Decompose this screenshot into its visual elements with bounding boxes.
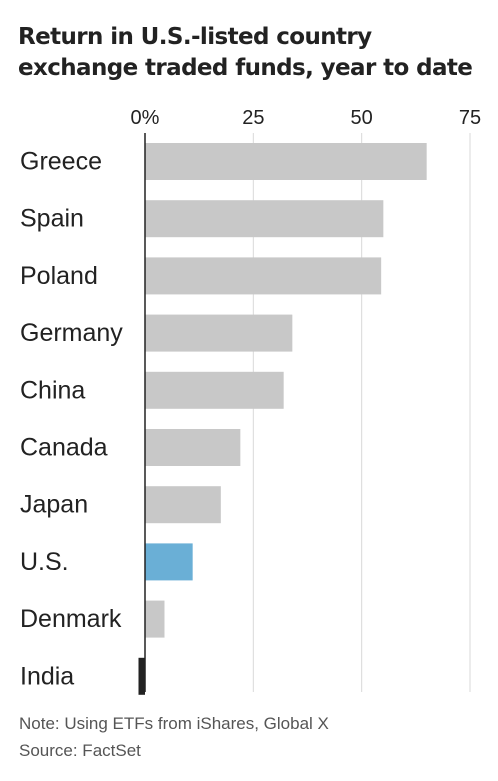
chart-title: Return in U.S.-listed country exchange t…: [18, 22, 488, 84]
category-label: Canada: [20, 434, 108, 462]
bar: [145, 200, 384, 238]
category-label: Poland: [20, 262, 98, 290]
category-label: Spain: [20, 205, 84, 233]
category-label: India: [20, 662, 74, 690]
category-label: China: [20, 376, 85, 404]
bar: [145, 257, 382, 295]
x-tick-label: 25: [242, 107, 264, 129]
x-tick-label: 75: [459, 107, 481, 129]
category-label: Japan: [20, 491, 88, 519]
chart-note: Note: Using ETFs from iShares, Global X: [19, 714, 329, 733]
bar: [145, 314, 293, 352]
bar: [145, 486, 221, 524]
x-tick-label: 0%: [131, 107, 160, 129]
bar: [145, 143, 427, 180]
chart-source: Source: FactSet: [19, 741, 141, 760]
bar: [145, 429, 241, 466]
x-tick-label: 50: [351, 107, 373, 129]
category-label: U.S.: [20, 548, 69, 576]
bar: [138, 657, 145, 695]
bar: [145, 371, 284, 409]
bar: [145, 600, 165, 638]
chart-title-line-1: Return in U.S.-listed country: [18, 24, 372, 50]
category-label: Denmark: [20, 605, 122, 633]
category-label: Greece: [20, 148, 102, 176]
bar: [145, 543, 193, 581]
chart-title-line-2: exchange traded funds, year to date: [18, 55, 473, 81]
category-label: Germany: [20, 319, 123, 347]
